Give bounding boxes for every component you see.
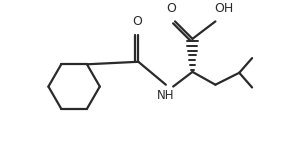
Text: NH: NH xyxy=(157,89,175,102)
Text: O: O xyxy=(166,2,176,15)
Text: OH: OH xyxy=(214,2,233,15)
Text: O: O xyxy=(132,15,142,28)
